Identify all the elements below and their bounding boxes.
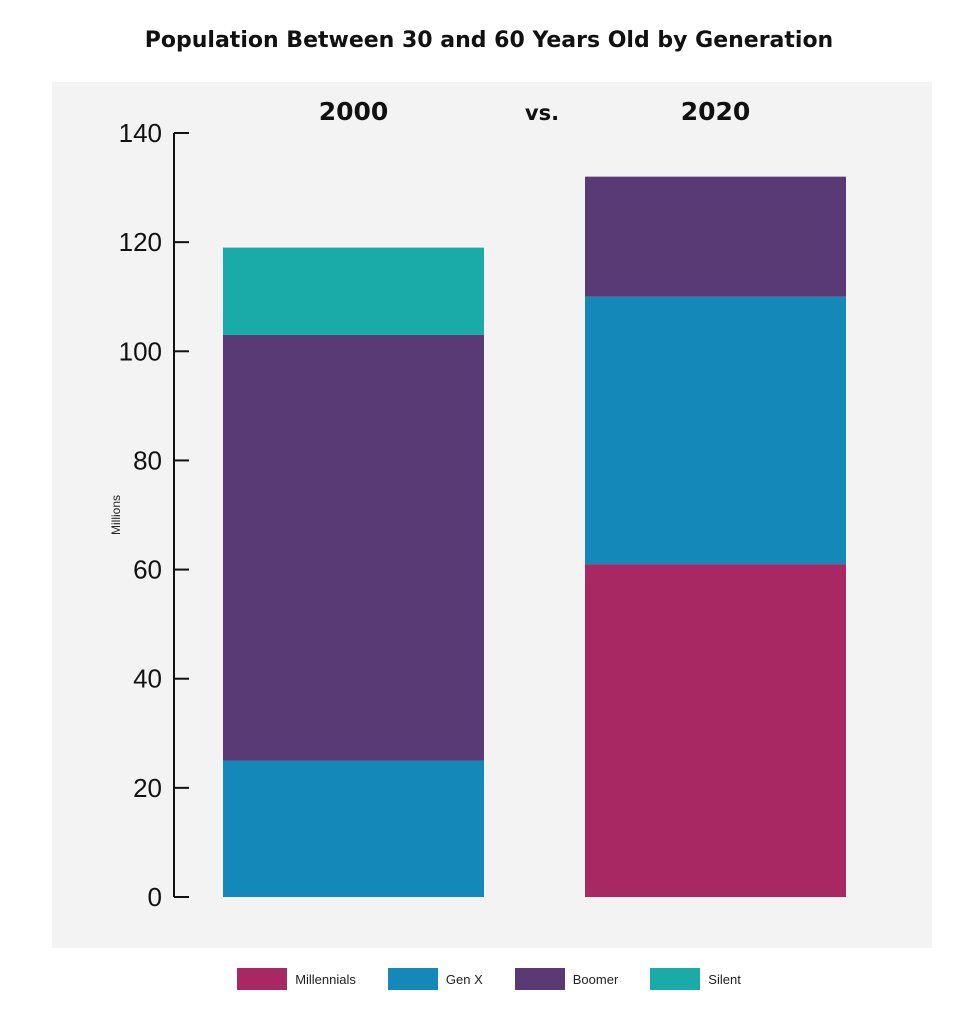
bar-silent-2000 (223, 247, 484, 335)
legend-item-silent: Silent (650, 968, 741, 990)
bar-gen-x-2020 (585, 296, 846, 565)
legend-item-boomer: Boomer (514, 968, 619, 990)
legend-item-millennials: Millennials (237, 968, 356, 990)
legend-swatch (237, 968, 288, 990)
chart-svg: 0 20 40 60 80 100 120 140 Millions 2000 2020 vs. (109, 97, 846, 912)
y-tick-label: 20 (133, 773, 162, 803)
vs-label: vs. (525, 101, 559, 125)
y-tick-label: 40 (133, 664, 162, 694)
bar-boomer-2000 (223, 334, 484, 761)
bar-millennials-2020 (585, 564, 846, 897)
legend-swatch (650, 968, 701, 990)
legend: Millennials Gen X Boomer Silent (0, 966, 978, 992)
y-tick-label: 0 (148, 882, 162, 912)
category-label-2020: 2020 (681, 97, 751, 126)
category-label-2000: 2000 (319, 97, 389, 126)
legend-item-gen-x: Gen X (387, 968, 483, 990)
legend-label: Millennials (295, 971, 356, 987)
bar-gen-x-2000 (223, 760, 484, 897)
y-tick-label: 60 (133, 555, 162, 585)
legend-swatch (387, 968, 438, 990)
y-tick-label: 80 (133, 445, 162, 475)
y-tick-label: 120 (119, 227, 162, 257)
legend-label: Boomer (572, 971, 619, 987)
legend-label: Silent (708, 971, 741, 987)
y-tick-label: 140 (119, 118, 162, 148)
legend-label: Gen X (445, 971, 483, 987)
legend-swatch (514, 968, 565, 990)
chart-title: Population Between 30 and 60 Years Old b… (144, 28, 834, 53)
y-tick-label: 100 (119, 336, 162, 366)
y-axis-label: Millions (109, 495, 123, 535)
bar-boomer-2020 (585, 176, 846, 297)
